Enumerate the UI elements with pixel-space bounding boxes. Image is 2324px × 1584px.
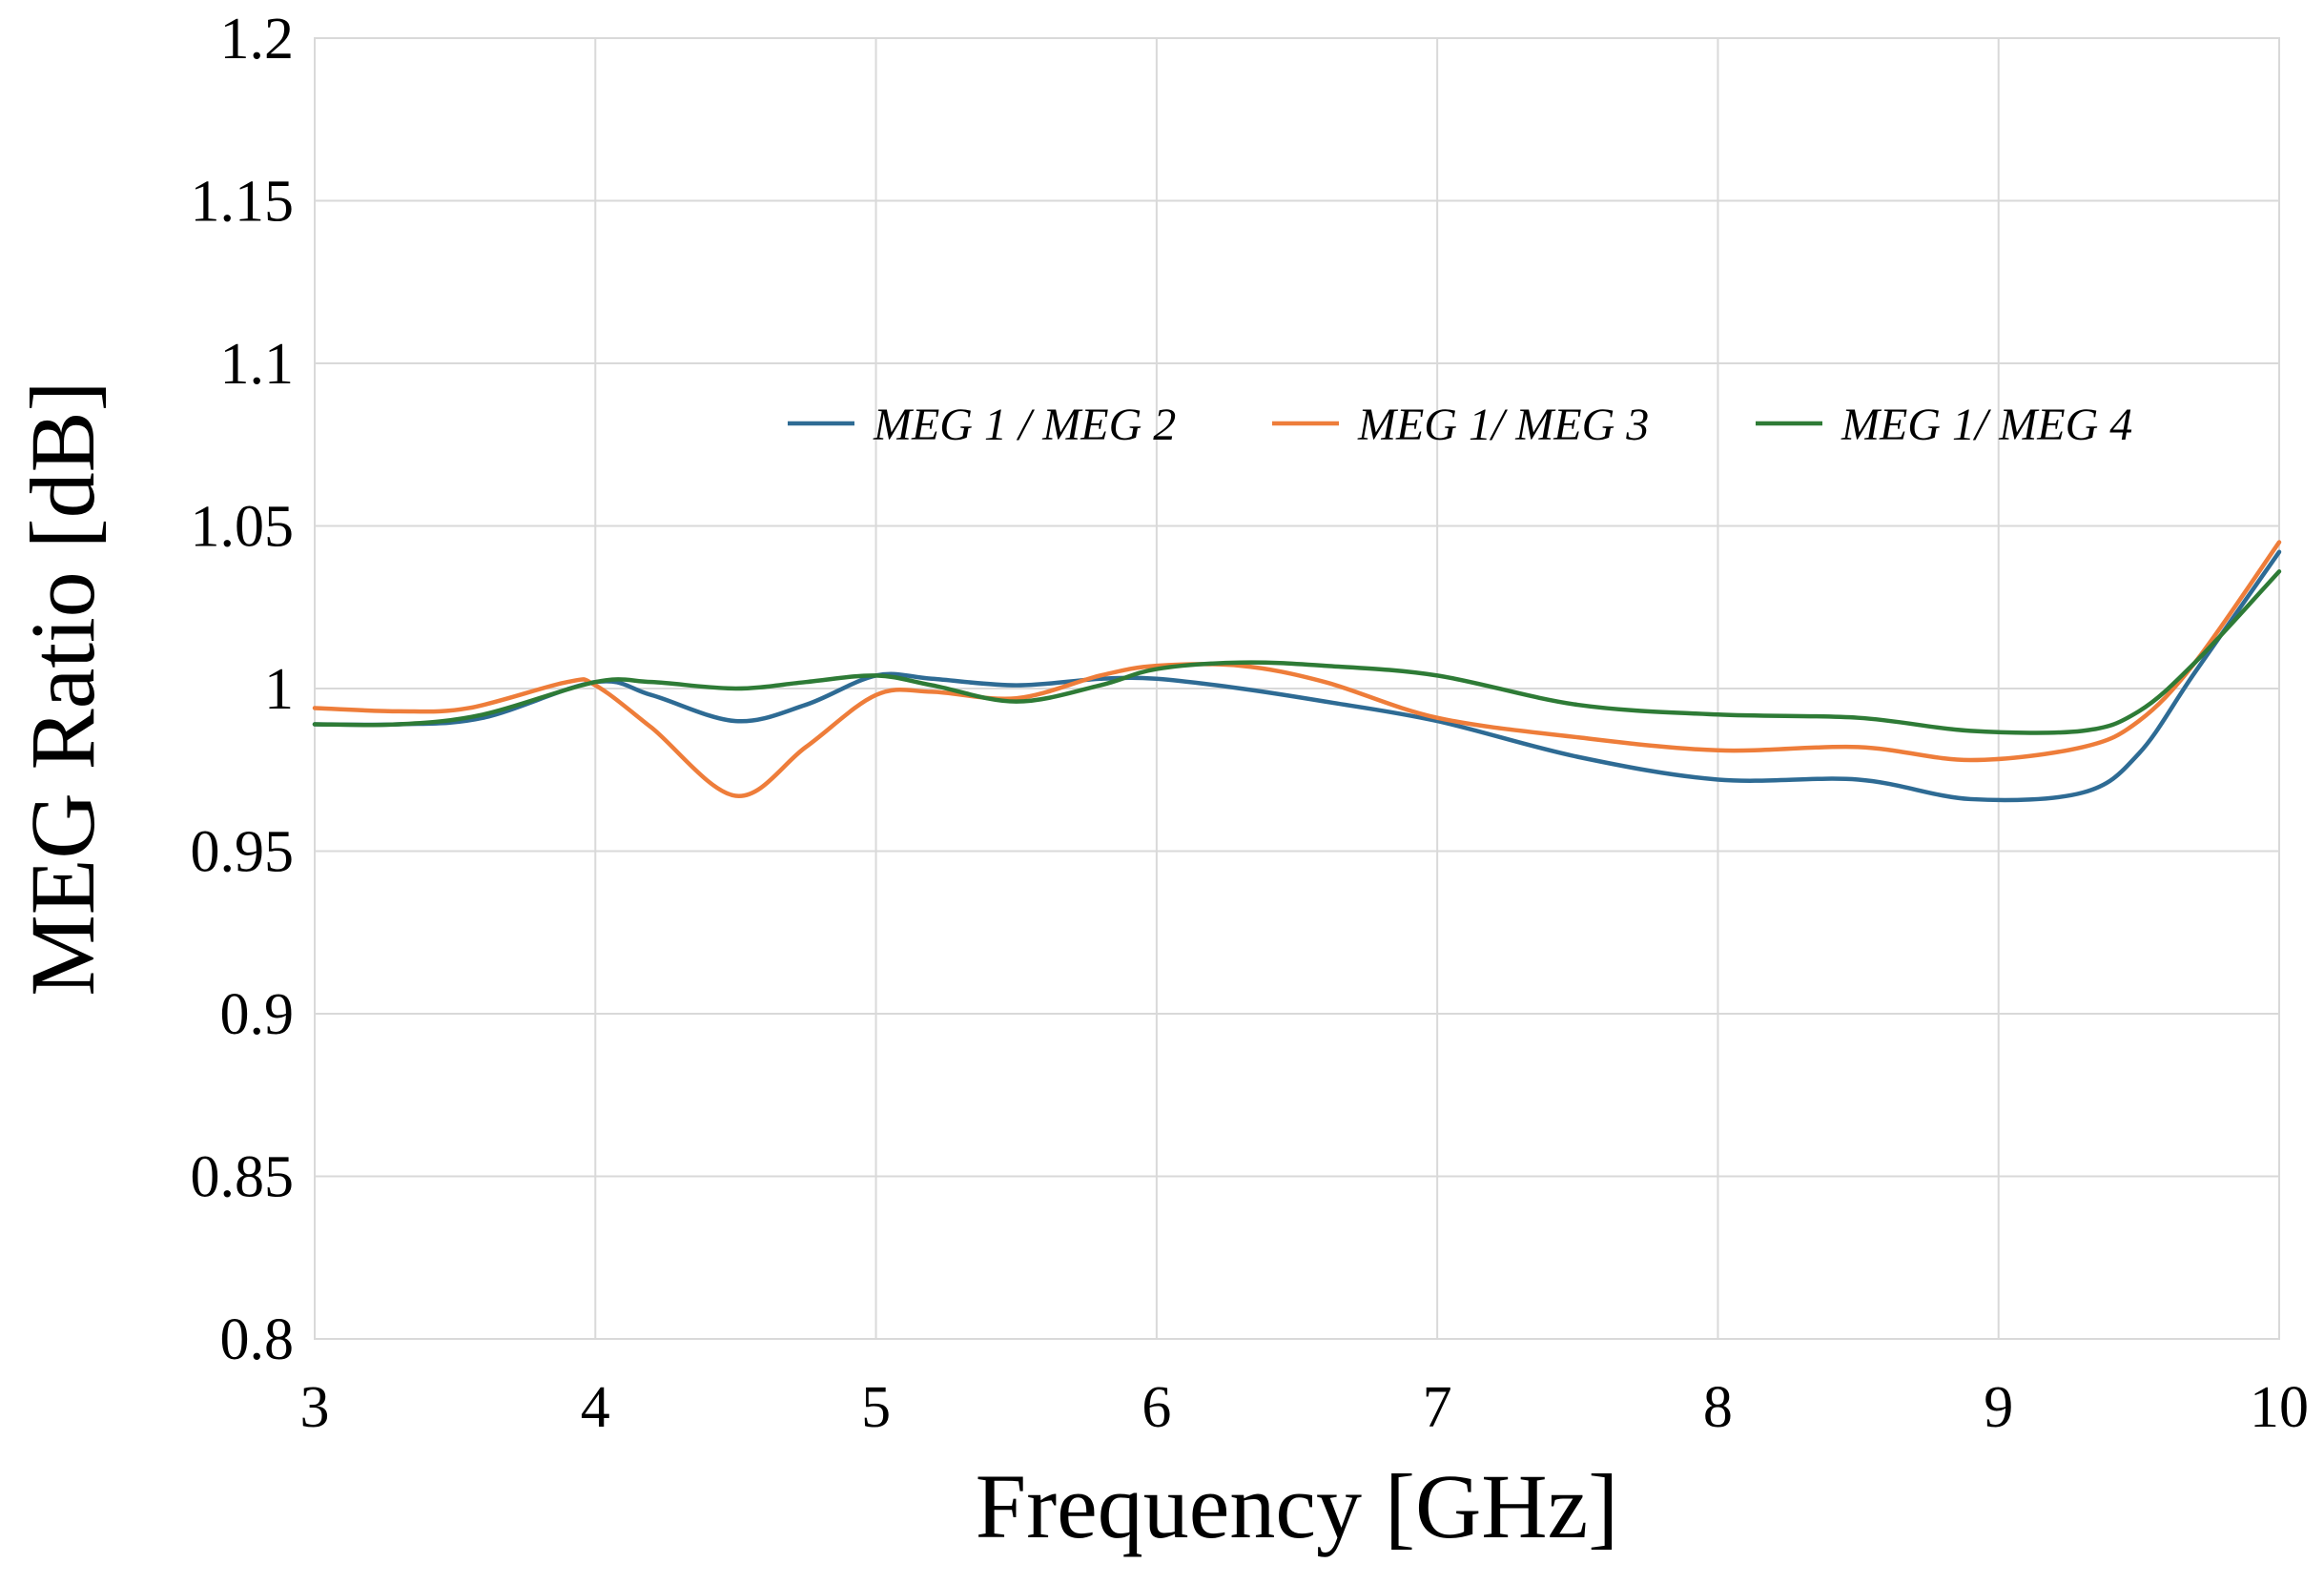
x-tick-label: 7	[1423, 1375, 1452, 1440]
grid	[314, 37, 2280, 1340]
x-tick-label: 10	[2250, 1375, 2309, 1440]
x-tick-label: 6	[1141, 1375, 1171, 1440]
series-line-3	[312, 568, 2282, 735]
plot-area-border	[314, 37, 2280, 1340]
y-tick-label: 1.05	[191, 495, 295, 560]
y-tick-label: 0.8	[220, 1307, 295, 1372]
y-tick-label: 0.9	[220, 982, 295, 1047]
series-lines	[312, 540, 2282, 803]
series-line-1	[312, 549, 2282, 803]
x-axis-tick-labels: 3 4 5 6 7 8 9 10	[300, 1375, 2310, 1440]
legend: MEG 1 / MEG 2 MEG 1/ MEG 3 MEG 1/ MEG 4	[788, 400, 2132, 450]
y-tick-label: 1	[264, 657, 294, 722]
legend-label-2: MEG 1/ MEG 3	[1357, 400, 1649, 450]
x-tick-label: 8	[1703, 1375, 1733, 1440]
series-line-2	[312, 540, 2282, 798]
y-tick-label: 0.95	[191, 820, 295, 885]
y-tick-label: 1.2	[220, 7, 295, 72]
x-tick-label: 9	[1984, 1375, 2013, 1440]
legend-label-3: MEG 1/ MEG 4	[1841, 400, 2132, 450]
x-axis-title: Frequency [GHz]	[976, 1455, 1618, 1557]
x-tick-label: 5	[861, 1375, 891, 1440]
y-tick-label: 1.15	[191, 170, 295, 235]
x-tick-label: 3	[300, 1375, 330, 1440]
y-axis-title: MEG Ratio [dB]	[11, 381, 113, 996]
x-tick-label: 4	[581, 1375, 610, 1440]
y-tick-label: 1.1	[220, 332, 295, 397]
y-tick-label: 0.85	[191, 1145, 295, 1210]
legend-label-1: MEG 1 / MEG 2	[873, 400, 1176, 450]
y-axis-tick-labels: 0.8 0.85 0.9 0.95 1 1.05 1.1 1.15 1.2	[191, 7, 295, 1372]
